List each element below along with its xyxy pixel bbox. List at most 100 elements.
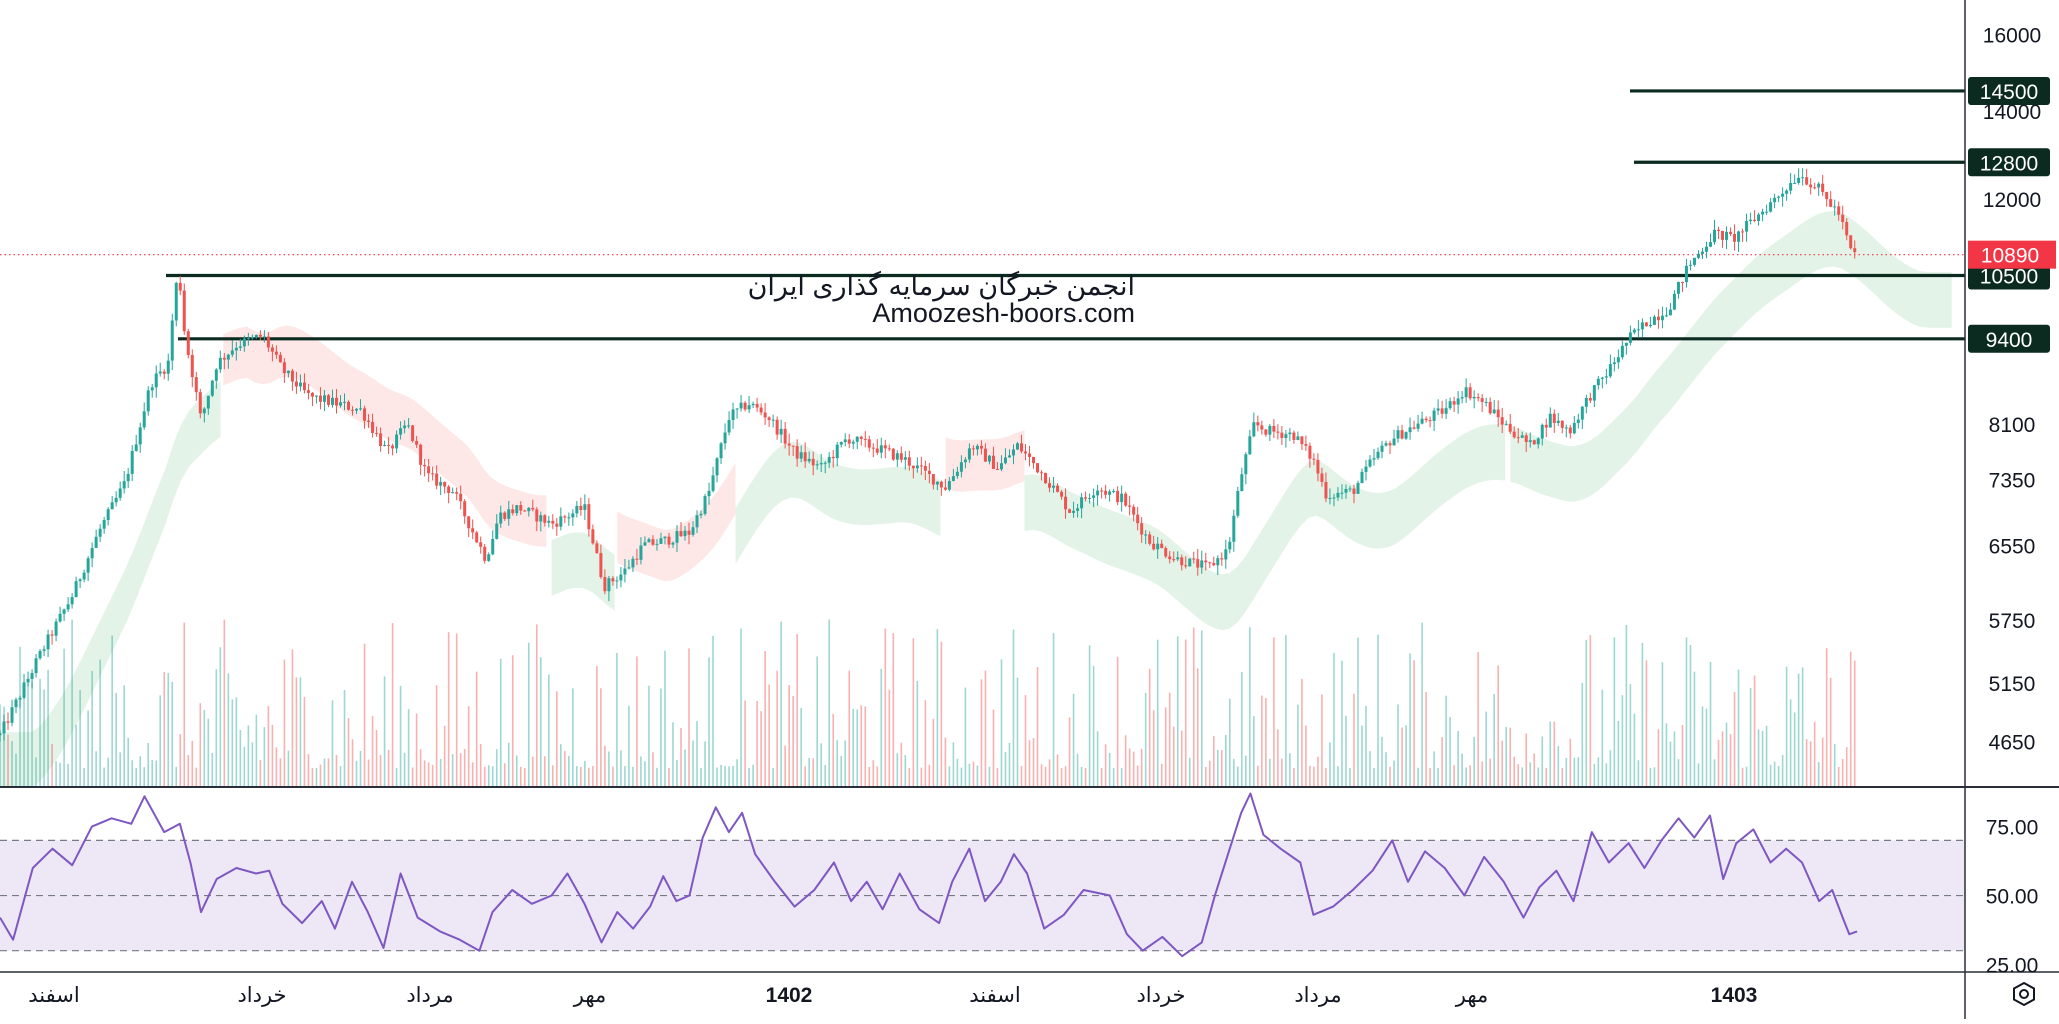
candle-body [363,408,367,421]
candle [1656,309,1660,329]
candle-body [282,362,286,374]
volume-bar [1088,645,1091,786]
candle-body [1684,265,1688,283]
volume-bar [135,767,137,786]
volume-bar [1329,742,1331,786]
volume-bar [107,757,109,786]
candle [1817,181,1821,196]
candle-body [587,504,591,530]
candle [959,455,963,478]
price-tick-label: 8100 [1989,414,2036,437]
candle [667,532,671,549]
candle-body [1492,409,1496,414]
volume-bar [67,763,69,786]
candle [627,559,631,570]
candle [1252,412,1256,438]
candle-body [1292,432,1296,440]
candle-body [1632,329,1636,333]
candle [338,395,342,408]
candle [1044,472,1048,484]
candle-body [883,445,887,449]
rsi-pane[interactable] [0,786,2059,958]
candle [1140,517,1144,543]
candle [955,466,959,479]
chart-settings-button[interactable] [2007,977,2041,1011]
support-resistance-lines[interactable] [0,89,1965,341]
volume-bar [527,642,530,786]
volume-bar [1337,766,1339,786]
candle [106,507,110,526]
candle-body [1332,497,1336,499]
rsi-tick-label: 75.00 [1986,817,2039,840]
volume-bar [463,748,466,786]
candle-body [1076,508,1080,511]
candle-body [971,448,975,450]
candle-body [1252,422,1256,437]
candle [134,434,138,452]
candle [1316,453,1320,482]
candle-body [1096,490,1100,496]
candle-body [110,502,114,510]
candle [575,500,579,518]
volume-bar [892,633,895,786]
volume-bar [59,762,61,786]
watermark-persian: انجمن خبرگان سرمایه گذاری ایران [748,270,1135,302]
candle [543,514,547,527]
candle-body [186,331,190,355]
candle-body [1392,438,1396,446]
candle [1624,342,1628,355]
level-label-14500[interactable]: 14500 [1968,76,2050,105]
candle [891,447,895,462]
volume-bar [435,685,438,786]
volume-bar [916,680,919,786]
candle [375,426,379,437]
candle [971,445,975,456]
candle-body [1737,231,1741,242]
volume-bar [1585,639,1588,786]
candle-body [1504,423,1508,425]
level-label-9400[interactable]: 9400 [1968,324,2050,353]
candle [683,526,687,541]
volume-bar [219,647,222,786]
candle [1204,552,1208,571]
volume-bar [411,767,414,786]
candle [1003,448,1007,465]
candle-body [779,428,783,435]
volume-bar [728,766,730,786]
volume-bar [1777,765,1780,786]
candle-body [1176,557,1180,560]
candle-body [375,432,379,434]
candle [1396,425,1400,443]
volume-bar [1517,764,1520,786]
candle [663,536,667,545]
volume-bar [1733,692,1736,786]
candle-body [1140,523,1144,535]
candle-body [1540,424,1544,439]
candle [66,597,70,613]
candle [531,499,535,512]
candle-body [1396,430,1400,439]
candle [1713,219,1717,245]
volume-bar [87,710,89,786]
candle [395,430,399,454]
candle-body [6,721,10,723]
candle [1007,449,1011,458]
candle [286,370,290,378]
volume-bar [1597,757,1600,786]
candle-body [1192,558,1196,560]
candle [282,358,286,383]
volume-bar [255,714,258,786]
candle-body [298,382,302,387]
volume-bar [1245,755,1247,786]
volume-bar [307,754,310,786]
candle [715,457,719,483]
candle [567,512,571,526]
volume-bar [19,646,21,786]
candle [1813,182,1817,190]
candle [1737,230,1741,252]
cloud-segment-3 [617,462,736,582]
level-label-12800[interactable]: 12800 [1968,148,2050,177]
candle [1556,413,1560,427]
